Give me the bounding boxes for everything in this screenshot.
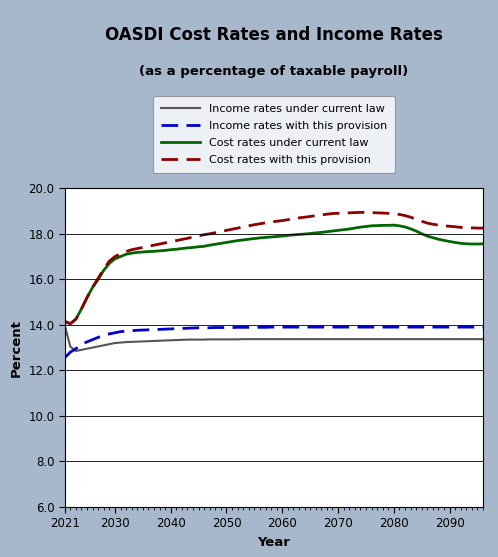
Y-axis label: Percent: Percent — [9, 319, 22, 377]
X-axis label: Year: Year — [257, 536, 290, 549]
Text: OASDI Cost Rates and Income Rates: OASDI Cost Rates and Income Rates — [105, 26, 443, 44]
Legend: Income rates under current law, Income rates with this provision, Cost rates und: Income rates under current law, Income r… — [153, 96, 395, 173]
Text: (as a percentage of taxable payroll): (as a percentage of taxable payroll) — [139, 65, 408, 77]
